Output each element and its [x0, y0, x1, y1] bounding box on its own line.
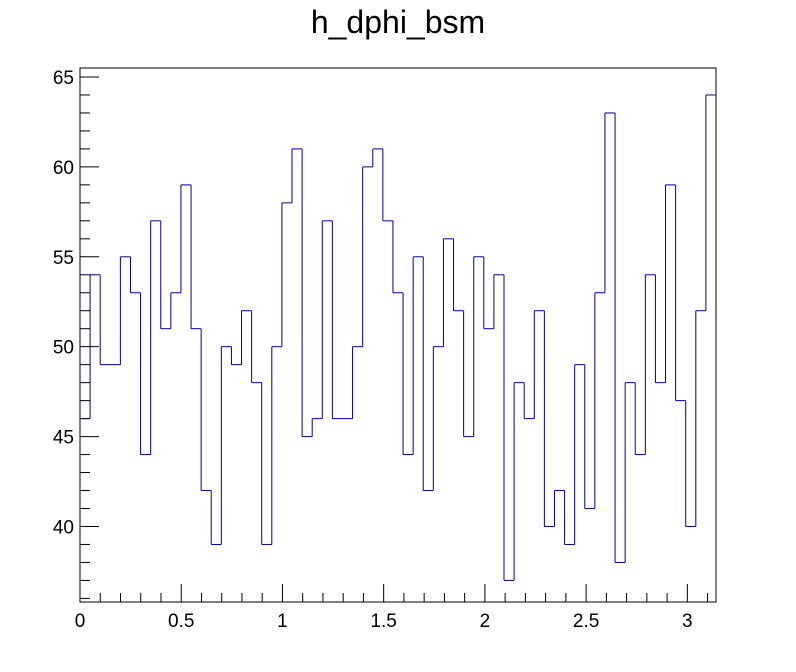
x-tick-label: 2.5	[573, 611, 599, 632]
x-tick-label: 1	[277, 611, 288, 632]
y-tick-label: 40	[53, 517, 74, 538]
y-tick-label: 60	[53, 158, 74, 179]
y-tick-label: 50	[53, 338, 74, 359]
x-tick-label: 2	[480, 611, 491, 632]
x-tick-label: 3	[682, 611, 693, 632]
chart-title: h_dphi_bsm	[310, 4, 486, 40]
x-tick-label: 0	[75, 611, 86, 632]
x-tick-label: 1.5	[370, 611, 396, 632]
y-tick-label: 45	[53, 428, 74, 449]
plot-frame	[79, 67, 717, 603]
y-tick-label: 55	[53, 248, 74, 269]
y-tick-label: 65	[53, 68, 74, 89]
x-tick-label: 0.5	[168, 611, 194, 632]
